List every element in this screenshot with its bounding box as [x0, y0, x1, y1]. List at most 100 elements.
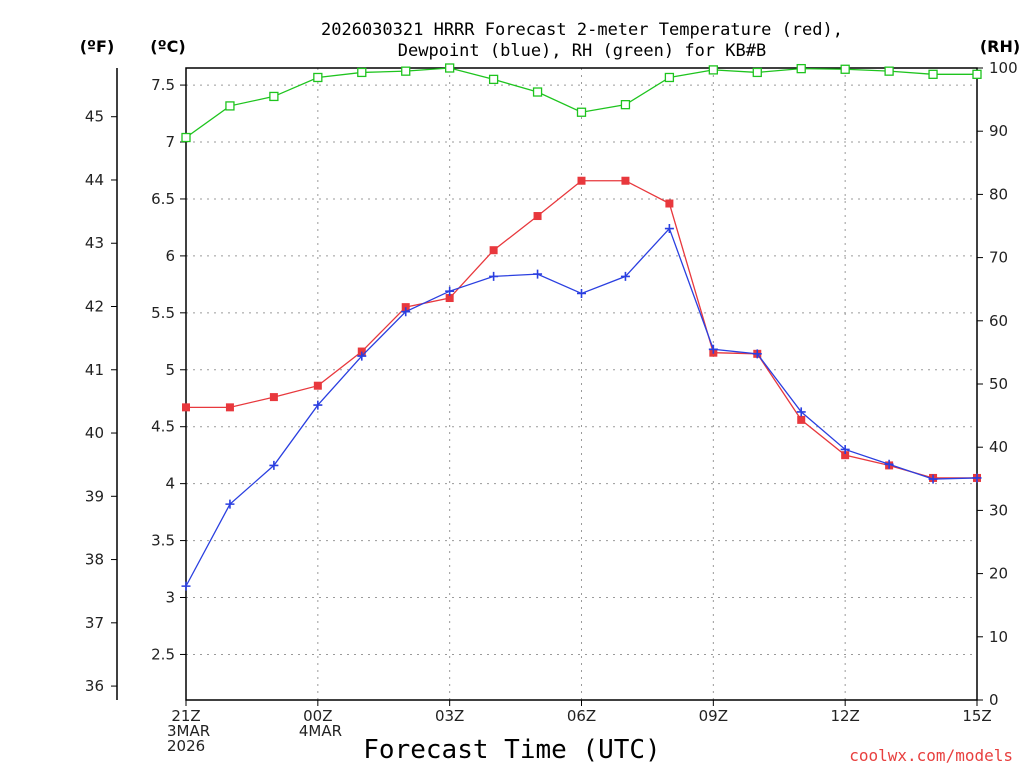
dewpoint-point — [796, 407, 806, 417]
dewpoint-point — [401, 307, 411, 317]
celsius-tick-label: 7.5 — [151, 76, 175, 94]
rh-tick-label: 30 — [989, 501, 1008, 519]
celsius-tick-label: 5 — [165, 361, 175, 379]
rh-point — [796, 63, 806, 74]
dewpoint-point — [928, 474, 938, 484]
temperature-point — [182, 403, 190, 412]
fahrenheit-tick-label: 37 — [85, 614, 104, 632]
fahrenheit-tick-label: 40 — [85, 424, 104, 442]
series-layer — [181, 63, 982, 591]
time-tick-label: 00Z — [303, 707, 332, 725]
celsius-tick-label: 2.5 — [151, 645, 175, 663]
rh-point — [708, 65, 718, 75]
dewpoint-point — [752, 349, 762, 359]
chart-title-line1: 2026030321 HRRR Forecast 2-meter Tempera… — [321, 20, 843, 40]
time-tick-label: 12Z — [830, 707, 859, 725]
temperature-point — [577, 176, 586, 185]
dewpoint-point — [620, 271, 630, 281]
rh-point — [752, 67, 762, 78]
celsius-tick-label: 3.5 — [151, 532, 175, 550]
rh-tick-label: 80 — [989, 185, 1008, 203]
fahrenheit-tick-label: 41 — [85, 361, 104, 379]
rh-tick-label: 40 — [989, 438, 1008, 456]
series-dewpoint — [181, 224, 982, 591]
dewpoint-point — [664, 224, 674, 234]
celsius-tick-label: 4.5 — [151, 418, 175, 436]
time-tick-label: 06Z — [567, 707, 596, 725]
rh-line — [185, 67, 977, 139]
dewpoint-point — [577, 288, 586, 298]
time-tick-label: 03Z — [435, 707, 464, 725]
celsius-tick-label: 4 — [165, 475, 175, 493]
rh-point — [269, 91, 279, 102]
celsius-unit-label: (ºC) — [150, 37, 185, 56]
chart-title-line2: Dewpoint (blue), RH (green) for KB#B — [398, 41, 766, 61]
rh-point — [620, 100, 631, 110]
celsius-tick-label: 5.5 — [151, 304, 175, 322]
fahrenheit-tick-label: 44 — [85, 171, 104, 189]
rh-point — [532, 87, 543, 97]
dewpoint-point — [884, 459, 894, 469]
time-tick-label: 4MAR — [299, 722, 342, 740]
rh-point — [840, 64, 850, 74]
temperature-point — [489, 246, 498, 255]
temperature-point — [269, 393, 278, 402]
temperature-point — [533, 212, 542, 221]
dewpoint-line — [185, 227, 978, 587]
rh-tick-label: 50 — [989, 375, 1008, 393]
rh-point — [313, 72, 323, 83]
celsius-tick-label: 3 — [165, 589, 175, 607]
rh-point — [884, 66, 894, 76]
dewpoint-point — [972, 473, 982, 483]
dewpoint-point — [269, 460, 279, 470]
celsius-tick-label: 6 — [165, 247, 175, 265]
rh-point — [401, 66, 411, 76]
rh-point — [225, 101, 235, 111]
dewpoint-point — [489, 271, 499, 281]
rh-tick-label: 70 — [989, 249, 1008, 267]
rh-point — [445, 63, 455, 73]
time-tick-label: 21Z — [171, 707, 200, 725]
fahrenheit-tick-label: 43 — [85, 234, 104, 252]
dewpoint-point — [181, 581, 191, 591]
rh-point — [488, 74, 499, 85]
temperature-point — [401, 303, 410, 312]
dewpoint-point — [840, 444, 850, 454]
rh-tick-label: 60 — [989, 312, 1008, 330]
time-tick-label: 15Z — [962, 707, 991, 725]
rh-point — [972, 69, 982, 79]
fahrenheit-tick-label: 36 — [85, 677, 104, 695]
celsius-tick-label: 6.5 — [151, 190, 175, 208]
temperature-point — [621, 176, 630, 185]
series-rh — [181, 63, 982, 143]
rh-unit-label: (RH) — [980, 37, 1020, 56]
rh-axis: 0 10 20 30 40 50 60 70 80 90 100 — [977, 59, 1018, 709]
celsius-axis: 2.5 3 3.5 4 4.5 5 5.5 6 6.5 7 7.5 — [151, 76, 186, 663]
x-axis-title: Forecast Time (UTC) — [363, 735, 660, 765]
temperature-point — [445, 294, 454, 303]
rh-point — [576, 107, 587, 117]
dewpoint-point — [313, 400, 323, 410]
dewpoint-point — [357, 351, 367, 361]
rh-tick-label: 20 — [989, 565, 1008, 583]
rh-tick-label: 100 — [989, 59, 1018, 77]
rh-tick-label: 0 — [989, 691, 999, 709]
rh-point — [181, 132, 191, 143]
rh-point — [664, 72, 675, 83]
celsius-tick-label: 7 — [165, 133, 175, 151]
rh-tick-label: 10 — [989, 628, 1008, 646]
dewpoint-point — [708, 344, 718, 354]
temperature-point — [357, 347, 366, 356]
temperature-point — [313, 381, 322, 390]
time-tick-label: 09Z — [699, 707, 728, 725]
temperature-point — [665, 199, 674, 208]
rh-tick-label: 90 — [989, 122, 1008, 140]
rh-point — [928, 69, 938, 79]
temperature-point — [225, 403, 234, 412]
fahrenheit-tick-label: 45 — [85, 108, 104, 126]
time-tick-label: 3MAR — [167, 722, 210, 740]
fahrenheit-tick-label: 39 — [85, 487, 104, 505]
fahrenheit-unit-label: (ºF) — [80, 37, 115, 56]
